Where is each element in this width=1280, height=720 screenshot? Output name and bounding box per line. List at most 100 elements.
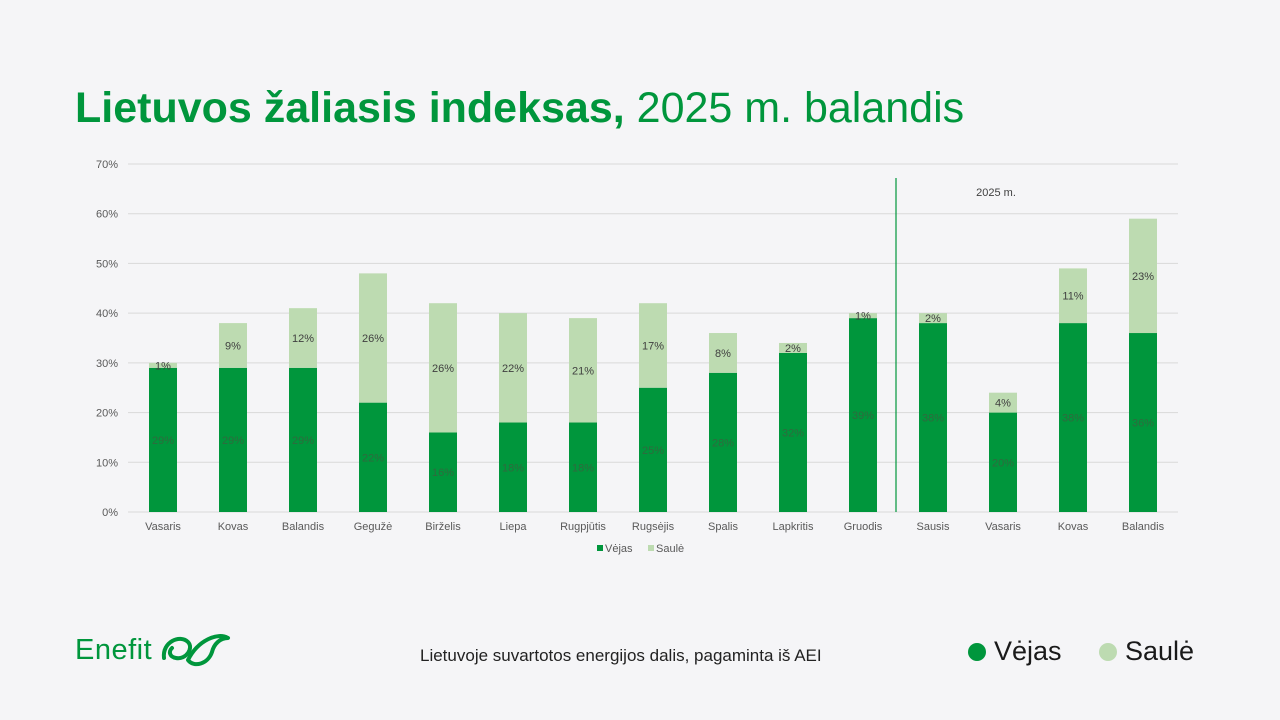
data-label-solar: 26% <box>432 363 454 375</box>
data-label-solar: 26% <box>362 333 384 345</box>
x-tick-label: Rugpjūtis <box>560 521 606 533</box>
y-tick-label: 40% <box>96 308 118 320</box>
bar-solar <box>709 333 737 373</box>
bar-solar <box>779 342 807 353</box>
data-label-wind: 28% <box>712 437 734 449</box>
data-label-wind: 16% <box>432 467 454 479</box>
x-tick-label: Vasaris <box>145 521 181 533</box>
data-label-wind: 36% <box>1132 418 1154 430</box>
title-rest: 2025 m. balandis <box>624 84 965 132</box>
bar-solar <box>569 318 597 423</box>
bar-wind <box>779 352 807 512</box>
legend-wind-label: Vėjas <box>994 636 1062 666</box>
title-bold: Lietuvos žaliasis indeksas, <box>75 84 625 132</box>
legend-label-wind: Vėjas <box>605 543 633 555</box>
footer-note: Lietuvoje suvartotos energijos dalis, pa… <box>420 646 822 665</box>
legend-label-solar: Saulė <box>656 543 684 555</box>
page-title: Lietuvos žaliasis indeksas, 2025 m. bala… <box>75 84 964 133</box>
bar-solar <box>1129 218 1157 334</box>
bar-wind <box>219 367 247 512</box>
x-tick-label: Balandis <box>1122 521 1165 533</box>
x-tick-label: Rugsėjis <box>632 521 675 533</box>
data-label-solar: 17% <box>642 340 664 352</box>
bar-wind <box>429 432 457 512</box>
y-tick-label: 60% <box>96 209 118 221</box>
bar-wind <box>289 367 317 512</box>
bar-solar <box>429 303 457 433</box>
bar-wind <box>1059 323 1087 512</box>
legend-swatch-wind <box>597 545 603 551</box>
data-label-solar: 9% <box>225 340 241 352</box>
x-tick-label: Gegužė <box>354 521 393 533</box>
wind-dot-icon <box>968 642 986 661</box>
data-label-wind: 18% <box>572 462 594 474</box>
solar-dot-icon <box>1099 642 1117 661</box>
bar-wind <box>919 323 947 512</box>
bar-wind <box>989 412 1017 512</box>
data-label-solar: 12% <box>292 333 314 345</box>
bar-solar <box>989 392 1017 413</box>
data-label-wind: 20% <box>992 457 1014 469</box>
logo-text: Enefit <box>75 633 153 666</box>
bar-wind <box>1129 333 1157 512</box>
x-tick-label: Birželis <box>425 521 461 533</box>
x-tick-label: Kovas <box>218 521 249 533</box>
data-label-solar: 22% <box>502 363 524 375</box>
x-tick-label: Sausis <box>916 521 950 533</box>
enefit-leaf-icon <box>162 634 231 667</box>
bar-solar <box>919 313 947 324</box>
bar-wind <box>709 372 737 512</box>
bar-wind <box>569 422 597 512</box>
bar-solar <box>289 308 317 368</box>
stacked-bar-chart: 0% 10% 20% 30% 40% 50% 60% 70% 29% 1% Vasaris 29% 9%… <box>96 159 1178 555</box>
bar-solar <box>499 313 527 423</box>
bar-wind <box>359 402 387 512</box>
data-label-wind: 38% <box>1062 413 1084 425</box>
data-label-wind: 29% <box>152 435 174 447</box>
data-label-wind: 39% <box>852 410 874 422</box>
data-label-solar: 21% <box>572 365 594 377</box>
bar-wind <box>499 422 527 512</box>
data-label-wind: 32% <box>782 427 804 439</box>
legend-solar: Saulė <box>1099 636 1194 667</box>
bar-solar <box>149 362 177 368</box>
data-label-solar: 23% <box>1132 271 1154 283</box>
x-tick-label: Gruodis <box>844 521 883 533</box>
bar-solar <box>359 273 387 403</box>
data-label-solar: 1% <box>155 360 171 372</box>
bar-solar <box>639 303 667 388</box>
x-tick-label: Kovas <box>1058 521 1089 533</box>
bar-solar <box>219 323 247 368</box>
x-tick-label: Vasaris <box>985 521 1021 533</box>
data-label-wind: 25% <box>642 445 664 457</box>
y-tick-label: 20% <box>96 408 118 420</box>
data-label-solar: 2% <box>925 313 941 325</box>
x-tick-label: Lapkritis <box>773 521 814 533</box>
bar-wind <box>639 387 667 512</box>
y-tick-label: 0% <box>102 507 118 519</box>
legend-solar-label: Saulė <box>1125 636 1195 666</box>
bar-wind <box>849 318 877 512</box>
legend-wind: Vėjas <box>968 636 1062 667</box>
data-label-wind: 29% <box>292 435 314 447</box>
bar-solar <box>849 313 877 319</box>
y-tick-label: 30% <box>96 358 118 370</box>
bar-wind <box>149 367 177 512</box>
x-tick-label: Spalis <box>708 521 738 533</box>
x-tick-label: Balandis <box>282 521 325 533</box>
data-label-wind: 18% <box>502 462 524 474</box>
x-tick-label: Liepa <box>500 521 528 533</box>
data-label-solar: 8% <box>715 348 731 360</box>
data-label-solar: 2% <box>785 343 801 355</box>
data-label-wind: 38% <box>922 413 944 425</box>
bar-solar <box>1059 268 1087 324</box>
legend-swatch-solar <box>648 545 654 551</box>
data-label-solar: 4% <box>995 398 1011 410</box>
data-label-wind: 29% <box>222 435 244 447</box>
data-label-solar: 1% <box>855 311 871 323</box>
y-tick-label: 70% <box>96 159 118 171</box>
enefit-logo: Enefit <box>75 628 234 672</box>
data-label-solar: 11% <box>1062 291 1083 303</box>
data-label-wind: 22% <box>362 452 384 464</box>
y-tick-label: 50% <box>96 258 118 270</box>
